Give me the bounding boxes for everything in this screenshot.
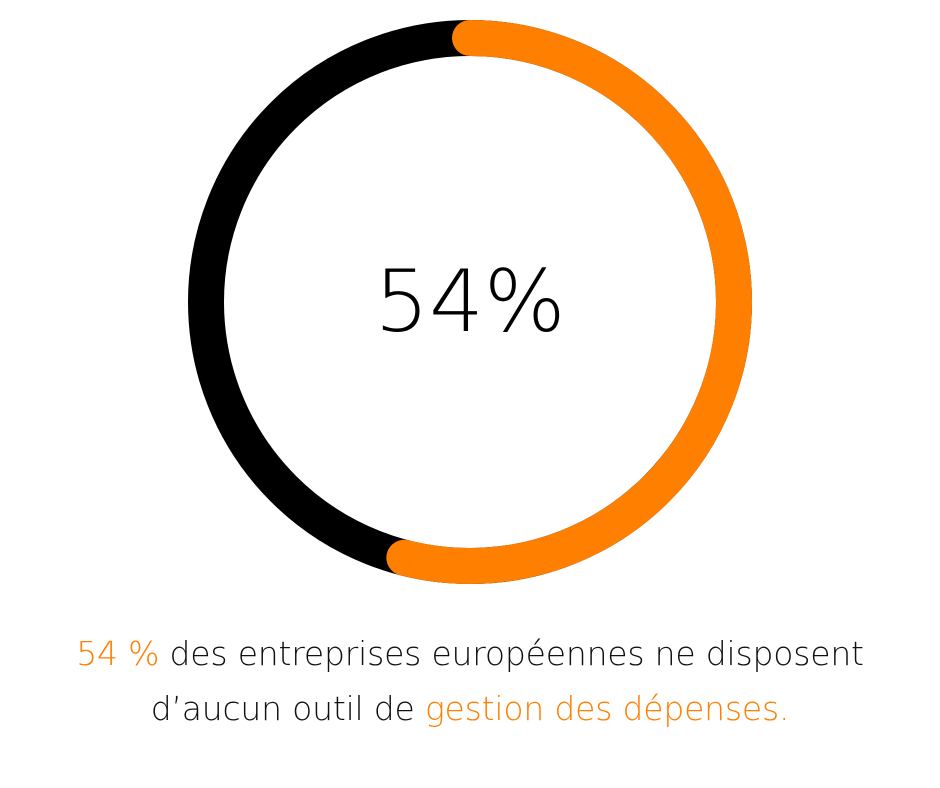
caption-highlight-topic: gestion des dépenses. [424, 689, 790, 728]
caption-text-2: d’aucun outil de [150, 689, 425, 728]
donut-segment-value [386, 20, 752, 584]
caption: 54 % des entreprises européennes ne disp… [0, 626, 940, 736]
donut-chart: 54% [188, 20, 752, 584]
caption-line-2: d’aucun outil de gestion des dépenses. [0, 681, 940, 736]
donut-center-label: 54% [374, 252, 565, 352]
caption-highlight-percent: 54 % [76, 634, 160, 673]
caption-line-1: 54 % des entreprises européennes ne disp… [0, 626, 940, 681]
caption-text-1: des entreprises européennes ne disposent [159, 634, 864, 673]
